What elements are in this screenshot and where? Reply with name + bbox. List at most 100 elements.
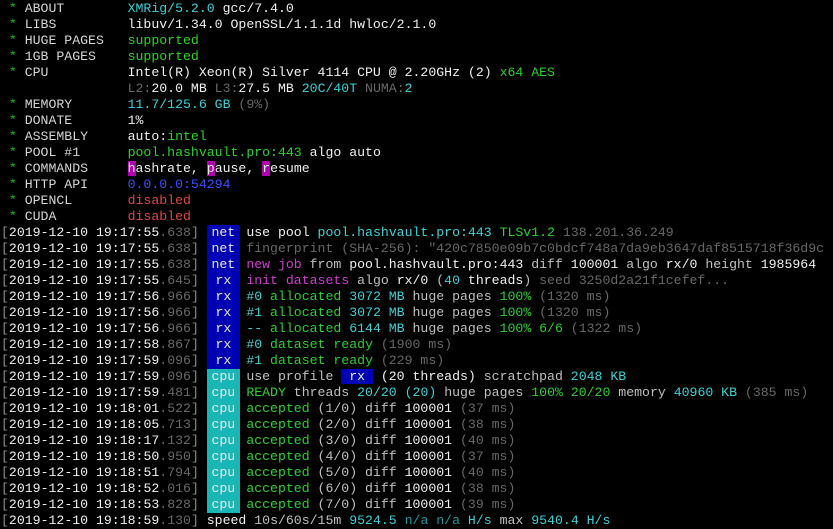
text-segment: fingerprint (SHA-256): "420c7850e09b7c0b…	[246, 241, 825, 256]
text-segment: auto:	[127, 129, 168, 144]
log-message: accepted (7/0) diff 100001 (39 ms)	[246, 497, 833, 513]
text-segment: 100%	[499, 289, 532, 304]
bracket: [	[1, 321, 9, 336]
header-value: pool.hashvault.pro:443 algo auto	[128, 145, 381, 161]
log-message: #1 allocated 3072 MB huge pages 100% (13…	[246, 305, 833, 321]
header-line: * HUGE PAGES supported	[1, 33, 833, 49]
timestamp: [2019-12-10 19:18:52.016]	[1, 481, 199, 497]
log-tag-rx: rx	[206, 289, 240, 305]
header-label: 1GB PAGES	[24, 49, 96, 64]
bracket: ]	[190, 257, 199, 272]
text-segment: from	[301, 257, 350, 272]
text-segment: #0	[246, 337, 263, 352]
header-label: ASSEMBLY	[24, 129, 89, 144]
text-segment: gcc/7.4.0	[214, 1, 294, 16]
text-segment: disabled	[127, 193, 191, 208]
text-segment: new job	[246, 257, 302, 272]
timestamp-datetime: 2019-12-10 19:17:56	[8, 289, 160, 304]
text-segment: 20C/40T	[293, 81, 358, 96]
log-line: [2019-12-10 19:17:59.481] cpu READY thread…	[1, 385, 833, 401]
text-segment: use profile	[246, 369, 342, 384]
log-message: #0 allocated 3072 MB huge pages 100% (13…	[246, 289, 833, 305]
text-segment: 1985964	[760, 257, 817, 272]
bracket: [	[1, 433, 9, 448]
timestamp: [2019-12-10 19:18:53.828]	[1, 497, 199, 513]
timestamp-datetime: 2019-12-10 19:18:59	[8, 513, 160, 528]
header-value: libuv/1.34.0 OpenSSL/1.1.1d hwloc/2.1.0	[128, 17, 437, 33]
text-segment: huge pages	[404, 321, 500, 336]
bullet-star: *	[8, 49, 17, 64]
timestamp: [2019-12-10 19:17:59.481]	[1, 385, 199, 401]
text-segment: (40 ms)	[452, 465, 516, 480]
bracket: ]	[190, 449, 199, 464]
text-segment: accepted	[246, 497, 310, 512]
log-line: [2019-12-10 19:17:55.645] rx init datasets…	[1, 273, 833, 289]
text-segment: huge pages	[404, 289, 500, 304]
text-segment: H/s	[460, 513, 492, 528]
bracket: [	[1, 449, 9, 464]
timestamp-datetime: 2019-12-10 19:17:56	[8, 321, 160, 336]
text-segment: L2:	[127, 81, 152, 96]
bullet-star: *	[8, 65, 17, 80]
header-line: * DONATE 1%	[1, 113, 833, 129]
bracket: [	[1, 497, 9, 512]
text-segment: use pool	[246, 225, 318, 240]
text-segment: 20/20	[562, 385, 611, 400]
bracket: ]	[190, 433, 199, 448]
header-value: disabled	[128, 193, 191, 209]
timestamp-ms: .867	[159, 337, 191, 352]
log-message: accepted (2/0) diff 100001 (38 ms)	[246, 417, 833, 433]
log-message: fingerprint (SHA-256): "420c7850e09b7c0b…	[246, 241, 833, 257]
text-segment: (20)	[396, 385, 437, 400]
text-segment: memory	[610, 385, 674, 400]
text-segment: accepted	[246, 449, 310, 464]
text-segment: )	[523, 273, 532, 288]
header-line: * ASSEMBLY auto:intel	[1, 129, 833, 145]
text-segment: READY	[246, 385, 286, 400]
text-segment: pool.hashvault.pro:443	[127, 145, 302, 160]
text-segment: (3/0) diff	[309, 433, 405, 448]
bullet-star: *	[8, 113, 17, 128]
text-segment: (5/0) diff	[309, 465, 405, 480]
bullet-star: *	[8, 145, 17, 160]
header-line: * COMMANDS hashrate, pause, resume	[1, 161, 833, 177]
bullet-star: *	[8, 177, 17, 192]
timestamp: [2019-12-10 19:17:55.638]	[1, 241, 199, 257]
bullet-star: *	[8, 17, 17, 32]
bracket: [	[1, 513, 9, 528]
bracket: [	[1, 417, 9, 432]
log-tag-rx: rx	[206, 273, 240, 289]
timestamp: [2019-12-10 19:17:56.966]	[1, 289, 199, 305]
timestamp-datetime: 2019-12-10 19:17:55	[8, 241, 160, 256]
text-segment: libuv/1.34.0 OpenSSL/1.1.1d hwloc/2.1.0	[127, 17, 437, 32]
timestamp-ms: .950	[159, 449, 191, 464]
timestamp: [2019-12-10 19:17:55.638]	[1, 257, 199, 273]
text-segment: ause,	[214, 161, 263, 176]
timestamp-ms: .132	[159, 433, 191, 448]
log-line: [2019-12-10 19:18:05.713] cpu accepted (2/…	[1, 417, 833, 433]
timestamp-datetime: 2019-12-10 19:18:52	[8, 481, 160, 496]
text-segment: 9540.4 H/s	[531, 513, 611, 528]
timestamp: [2019-12-10 19:17:55.638]	[1, 225, 199, 241]
text-segment: (1320 ms)	[531, 305, 611, 320]
log-message: accepted (1/0) diff 100001 (37 ms)	[246, 401, 833, 417]
text-segment: (385 ms)	[737, 385, 809, 400]
bracket: ]	[190, 273, 199, 288]
log-tag-cpu: cpu	[206, 401, 240, 417]
log-tag-rx: rx	[206, 305, 240, 321]
bracket: [	[1, 385, 9, 400]
text-segment: x64 AES	[491, 65, 555, 80]
bracket: [	[1, 225, 9, 240]
header-label: HTTP API	[24, 177, 89, 192]
text-segment: height	[697, 257, 761, 272]
text-segment: algo auto	[301, 145, 381, 160]
log-message: use profile rx (20 threads) scratchpad 2…	[246, 369, 833, 385]
bullet-star: *	[8, 209, 17, 224]
bracket: [	[1, 257, 9, 272]
log-line: [2019-12-10 19:17:55.638] net new job from…	[1, 257, 833, 273]
bracket: [	[1, 481, 9, 496]
log-tag-net: net	[206, 257, 240, 273]
text-segment: 100001	[404, 433, 453, 448]
text-segment: (	[428, 273, 445, 288]
text-segment: pool.hashvault.pro:443	[349, 257, 524, 272]
